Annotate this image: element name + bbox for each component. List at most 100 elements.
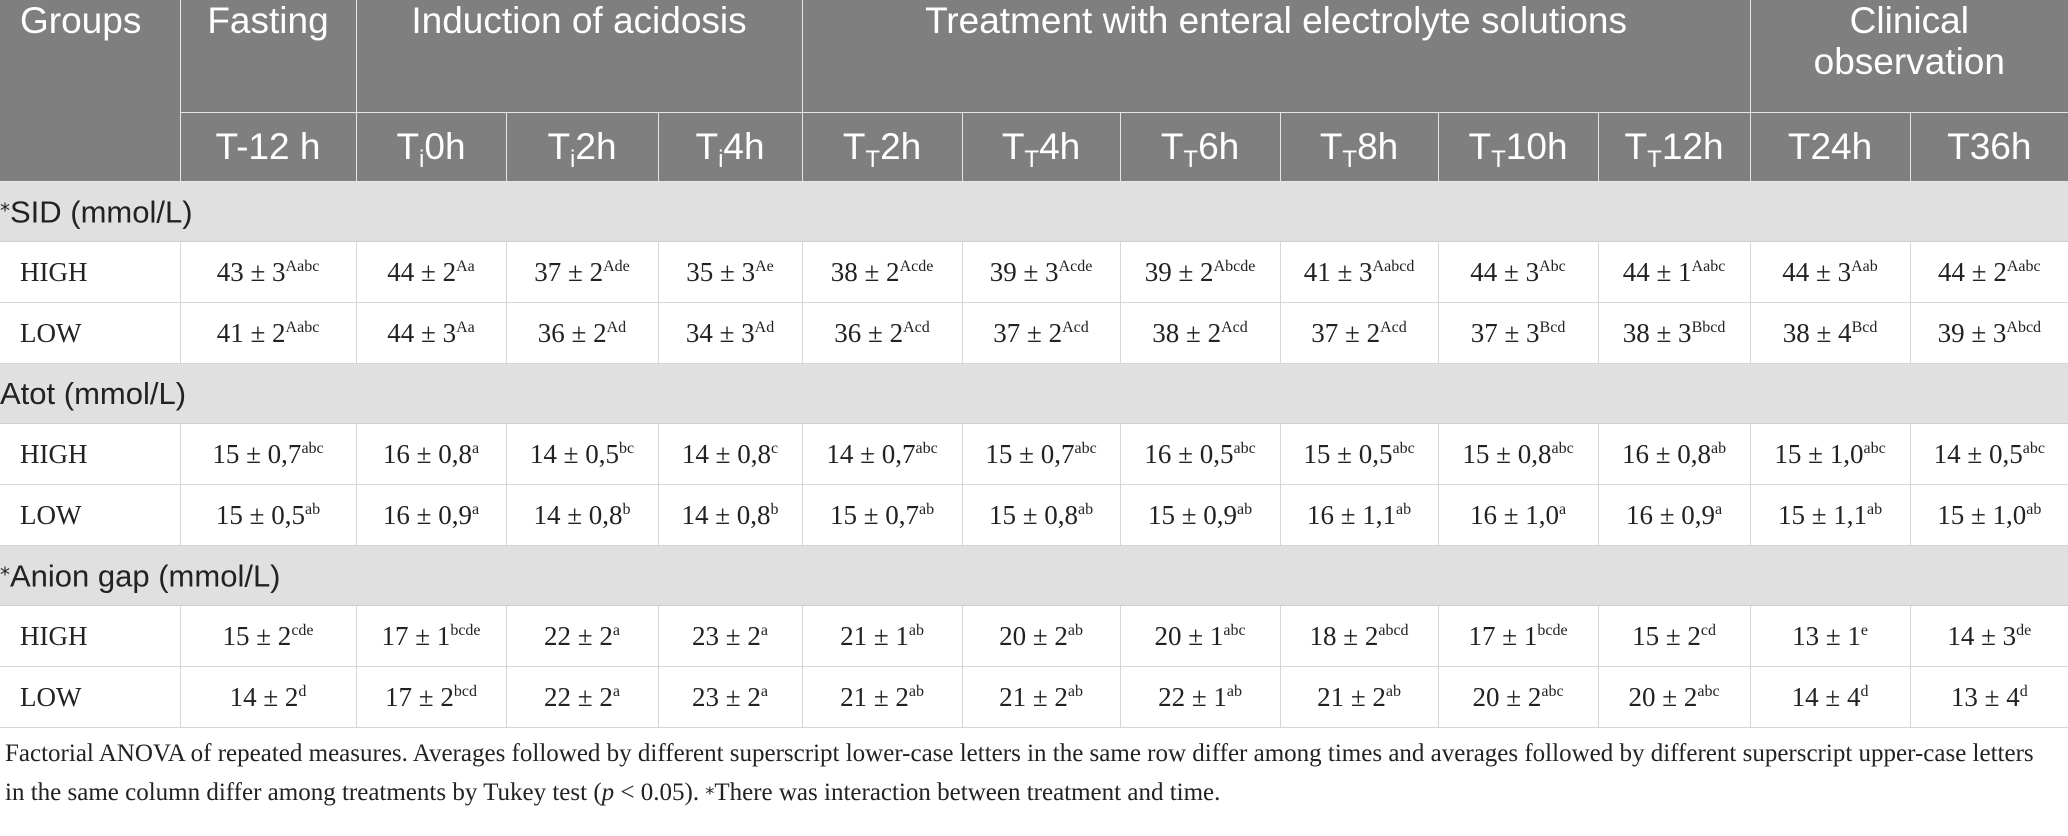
timepoint-header: T36h: [1910, 112, 2068, 182]
table-cell: 14 ± 0,8b: [657, 484, 803, 546]
cell-superscript: abc: [1074, 439, 1097, 457]
table-cell: 18 ± 2abcd: [1279, 605, 1439, 667]
cell-superscript: Acd: [1380, 318, 1407, 336]
group-label: HIGH: [0, 605, 181, 667]
table-cell: 16 ± 0,9a: [355, 484, 507, 546]
table-cell: 16 ± 0,8ab: [1597, 423, 1751, 485]
cell-value: 44 ± 3: [1470, 256, 1540, 287]
table-body: ⁎SID (mmol/L) HIGH 43 ± 3Aabc 44 ± 2Aa 37 ± …: [0, 181, 2068, 728]
table-cell: 38 ± 2Acde: [801, 241, 963, 303]
table-cell: 35 ± 3Ae: [657, 241, 803, 303]
cell-value: 14 ± 0,5: [529, 438, 619, 469]
table-cell: 36 ± 2Ad: [505, 302, 659, 364]
cell-superscript: Aabcd: [1372, 257, 1415, 275]
cell-superscript: Acd: [1062, 318, 1089, 336]
footnote-text-1: Factorial ANOVA of repeated measures. Av…: [5, 740, 2034, 806]
cell-value: 44 ± 2: [1938, 256, 2007, 287]
timepoint-header: TT2h: [802, 112, 963, 182]
table-cell: 14 ± 0,8c: [657, 423, 803, 485]
cell-superscript: bcd: [453, 682, 477, 700]
cell-value: 38 ± 2: [830, 256, 900, 287]
table-cell: 39 ± 2Abcde: [1119, 241, 1281, 303]
cell-value: 20 ± 1: [1154, 620, 1224, 651]
table-cell: 15 ± 1,0ab: [1909, 484, 2068, 546]
timepoint-label: T: [1319, 126, 1343, 167]
cell-value: 39 ± 3: [989, 256, 1059, 287]
cell-value: 17 ± 1: [381, 620, 451, 651]
cell-superscript: Abc: [1539, 257, 1566, 275]
table-cell: 16 ± 0,5abc: [1119, 423, 1281, 485]
cell-superscript: d: [1860, 682, 1869, 700]
cell-value: 15 ± 0,5: [215, 499, 305, 530]
timepoint-header: T24h: [1750, 112, 1911, 182]
cell-superscript: ab: [1237, 500, 1253, 518]
cell-superscript: abc: [1541, 682, 1564, 700]
data-table: Groups Fasting Induction of acidosis Tre…: [0, 0, 2068, 728]
table-cell: 13 ± 4d: [1909, 666, 2068, 728]
table-cell: 15 ± 0,8abc: [1437, 423, 1599, 485]
cell-value: 38 ± 4: [1782, 317, 1852, 348]
timepoint-label: T24h: [1787, 126, 1873, 167]
table-cell: 14 ± 4d: [1749, 666, 1911, 728]
cell-superscript: b: [622, 500, 631, 518]
cell-superscript: abcd: [1378, 621, 1409, 639]
table-footnote: Factorial ANOVA of repeated measures. Av…: [0, 728, 2068, 810]
interaction-marker: ⁎: [0, 558, 10, 581]
timepoint-suffix: 6h: [1198, 126, 1240, 167]
cell-superscript: ab: [1867, 500, 1883, 518]
cell-value: 37 ± 2: [1311, 317, 1381, 348]
table-cell: 21 ± 2ab: [1279, 666, 1439, 728]
table-cell: 41 ± 3Aabcd: [1279, 241, 1439, 303]
table-row: HIGH 15 ± 0,7abc 16 ± 0,8a 14 ± 0,5bc 14 ± 0…: [0, 423, 2068, 485]
cell-superscript: b: [770, 500, 779, 518]
cell-superscript: ab: [908, 682, 924, 700]
cell-superscript: ab: [1078, 500, 1094, 518]
timepoint-label: T: [1001, 126, 1025, 167]
cell-superscript: Ad: [754, 318, 775, 336]
table-row: LOW 15 ± 0,5ab 16 ± 0,9a 14 ± 0,8b 14 ± 0,8b…: [0, 484, 2068, 546]
table-cell: 16 ± 0,8a: [355, 423, 507, 485]
cell-superscript: a: [1559, 500, 1567, 518]
timepoint-subscript: T: [1024, 146, 1040, 173]
cell-superscript: ab: [1067, 621, 1083, 639]
table-cell: 36 ± 2Acd: [801, 302, 963, 364]
cell-superscript: Acde: [899, 257, 934, 275]
cell-value: 14 ± 0,8: [681, 499, 771, 530]
table-cell: 14 ± 2d: [179, 666, 357, 728]
cell-value: 15 ± 0,8: [988, 499, 1079, 530]
cell-superscript: a: [760, 682, 768, 700]
cell-superscript: Aabc: [285, 318, 320, 336]
cell-value: 41 ± 3: [1303, 256, 1373, 287]
table-cell: 15 ± 0,5abc: [1279, 423, 1439, 485]
cell-value: 20 ± 2: [1628, 681, 1698, 712]
cell-value: 21 ± 2: [1317, 681, 1386, 712]
cell-value: 14 ± 0,8: [533, 499, 623, 530]
cell-superscript: cd: [1700, 621, 1716, 639]
cell-superscript: cde: [291, 621, 314, 639]
table-cell: 37 ± 3Bcd: [1437, 302, 1599, 364]
timepoint-header: TT10h: [1438, 112, 1599, 182]
table-cell: 14 ± 3de: [1909, 605, 2068, 667]
cell-superscript: ab: [2026, 500, 2042, 518]
cell-value: 41 ± 2: [216, 317, 286, 348]
cell-value: 16 ± 0,9: [1625, 499, 1716, 530]
cell-value: 16 ± 0,9: [382, 499, 472, 530]
table-row: HIGH 15 ± 2cde 17 ± 1bcde 22 ± 2a 23 ± 2a 21 …: [0, 605, 2068, 667]
cell-value: 16 ± 1,1: [1306, 499, 1397, 530]
cell-value: 15 ± 0,8: [1462, 438, 1552, 469]
cell-superscript: abc: [301, 439, 324, 457]
cell-superscript: c: [771, 439, 779, 457]
cell-superscript: abc: [1223, 621, 1246, 639]
cell-superscript: Bbcd: [1691, 318, 1726, 336]
table-cell: 21 ± 2ab: [961, 666, 1121, 728]
cell-value: 16 ± 0,8: [1621, 438, 1712, 469]
table-cell: 15 ± 1,0abc: [1749, 423, 1911, 485]
timepoint-subscript: T: [1647, 146, 1662, 173]
table-cell: 44 ± 2Aa: [355, 241, 507, 303]
table-cell: 14 ± 0,7abc: [801, 423, 963, 485]
cell-superscript: Ade: [603, 257, 630, 275]
cell-value: 37 ± 2: [993, 317, 1063, 348]
table-cell: 38 ± 4Bcd: [1749, 302, 1911, 364]
timepoint-suffix: 10h: [1505, 126, 1568, 167]
table-cell: 16 ± 1,0a: [1437, 484, 1599, 546]
